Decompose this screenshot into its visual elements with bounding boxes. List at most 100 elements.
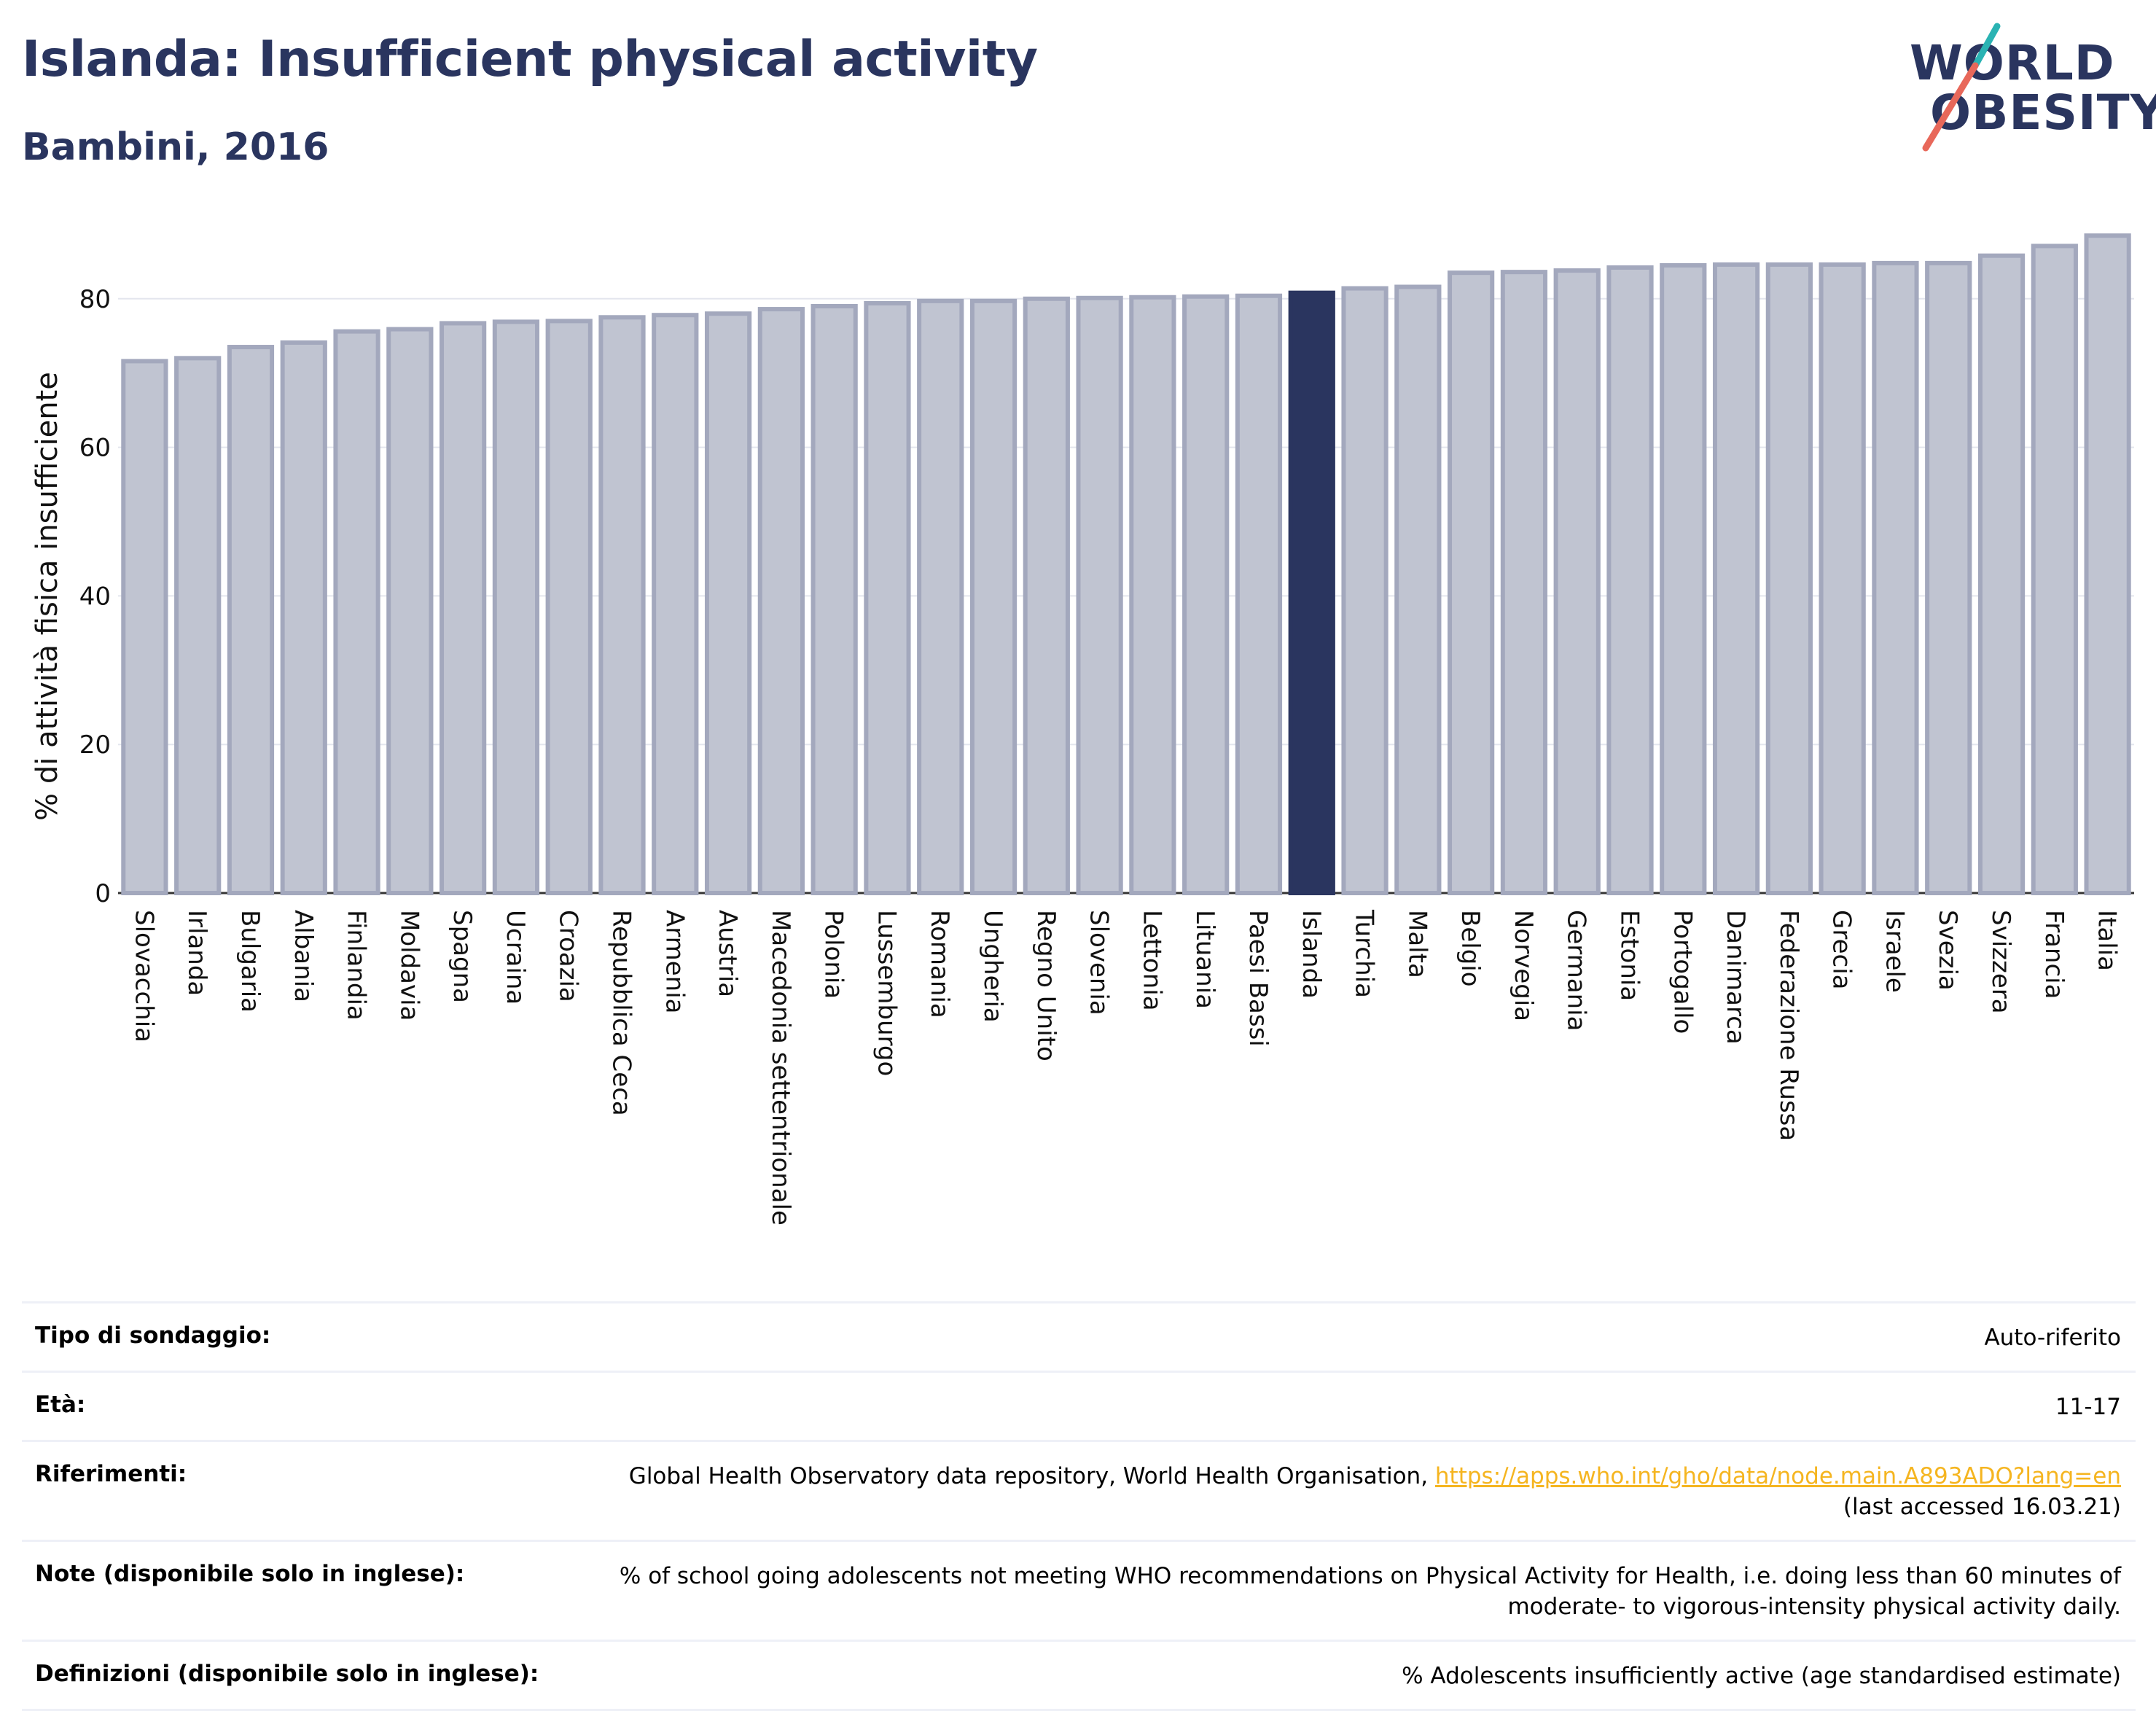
bar-federazione-russa (1765, 262, 1813, 895)
y-tick-label: 80 (79, 285, 111, 314)
info-value: 11-17 (2055, 1394, 2121, 1420)
info-label: Riferimenti: (35, 1461, 187, 1487)
x-category-label: Ungheria (978, 910, 1007, 1023)
x-category-label: Danimarca (1721, 910, 1750, 1045)
info-value: % of school going adolescents not meetin… (619, 1563, 2121, 1620)
world-obesity-logo: WORLD OBESITY (1895, 20, 2156, 159)
info-label: Note (disponibile solo in inglese): (35, 1561, 465, 1587)
bar-malta (1394, 284, 1442, 896)
x-category-label: Turchia (1350, 909, 1379, 998)
y-tick-label: 20 (79, 730, 111, 760)
bar-lussemburgo (864, 300, 911, 895)
x-category-label: Irlanda (182, 910, 211, 996)
x-category-label: Bulgaria (235, 910, 265, 1013)
info-table: Tipo di sondaggio: Auto-riferito Età: 11-17… (22, 1301, 2136, 1711)
bar-ucraina (492, 319, 540, 896)
bar-ungheria (969, 298, 1018, 895)
bar-irlanda (174, 356, 222, 895)
bar-albania (280, 340, 327, 895)
x-category-label: Ucraina (501, 910, 530, 1005)
x-category-label: Norvegia (1509, 910, 1538, 1021)
info-label: Età: (35, 1392, 86, 1418)
x-category-label: Portogallo (1668, 910, 1697, 1034)
logo-slash-icon (1922, 23, 2001, 152)
bar-armenia (652, 313, 699, 895)
x-category-label: Grecia (1827, 910, 1856, 989)
bar-belgio (1448, 270, 1495, 895)
x-category-label: Belgio (1456, 910, 1485, 987)
x-category-label: Slovacchia (129, 910, 158, 1042)
bar-svizzera (1977, 253, 2026, 895)
bar-islanda (1288, 290, 1335, 895)
bar-norvegia (1500, 270, 1548, 895)
x-category-label: Svezia (1933, 910, 1962, 991)
x-category-label: Estonia (1615, 910, 1644, 1001)
bar-italia (2084, 233, 2131, 895)
x-category-label: Italia (2093, 910, 2122, 971)
y-tick-label: 0 (95, 879, 111, 908)
bar-germania (1553, 268, 1601, 895)
bar-lituania (1182, 294, 1230, 896)
x-category-label: Albania (289, 910, 318, 1002)
info-value: Auto-riferito (1984, 1325, 2121, 1351)
bar-francia (2031, 243, 2078, 895)
x-category-label: Austria (713, 910, 742, 997)
x-category-label: Lettonia (1137, 910, 1166, 1011)
info-row: Tipo di sondaggio: Auto-riferito (22, 1301, 2136, 1371)
x-category-label: Islanda (1297, 910, 1326, 999)
bar-estonia (1606, 265, 1654, 895)
bar-polonia (811, 303, 858, 895)
x-category-label: Armenia (660, 910, 689, 1014)
x-category-label: Moldavia (394, 910, 423, 1021)
y-tick-label: 60 (79, 434, 111, 463)
logo-line-2: OBESITY (1930, 85, 2156, 141)
bar-finlandia (333, 329, 380, 895)
info-label: Definizioni (disponibile solo in inglese… (35, 1661, 539, 1687)
x-category-label: Lituania (1190, 910, 1219, 1009)
info-value: Global Health Observatory data repositor… (628, 1463, 2121, 1520)
bar-paesi-bassi (1235, 293, 1283, 895)
bar-lettonia (1129, 295, 1176, 895)
info-row: Note (disponibile solo in inglese): % of … (22, 1540, 2136, 1640)
x-category-label: Macedonia settentrionale (766, 910, 795, 1225)
reference-link[interactable]: https://apps.who.int/gho/data/node.main.… (1434, 1463, 2121, 1489)
bar-moldavia (386, 327, 434, 896)
bar-croazia (545, 319, 593, 895)
x-category-label: Slovenia (1085, 910, 1114, 1016)
bar-austria (704, 311, 752, 895)
x-category-label: Spagna (448, 910, 477, 1003)
x-category-label: Romania (925, 910, 954, 1018)
logo-line-1: WORLD (1910, 35, 2115, 91)
info-label: Tipo di sondaggio: (35, 1322, 271, 1349)
info-row: Età: 11-17 (22, 1371, 2136, 1440)
x-category-label: Paesi Bassi (1243, 910, 1273, 1047)
chart-title: Islanda: Insufficient physical activity (22, 31, 1038, 88)
x-category-label: Polonia (819, 910, 848, 999)
x-category-label: Svizzera (1986, 910, 2015, 1014)
bar-macedonia-settentrionale (757, 307, 805, 896)
bar-regno-unito (1023, 296, 1070, 895)
x-category-label: Germania (1562, 910, 1591, 1031)
x-category-label: Repubblica Ceca (607, 910, 636, 1116)
x-category-label: Finlandia (342, 910, 371, 1021)
chart-subtitle: Bambini, 2016 (22, 125, 329, 169)
info-row: Riferimenti: Global Health Observatory da… (22, 1440, 2136, 1540)
x-category-label: Francia (2039, 910, 2069, 999)
bar-repubblica-ceca (598, 315, 646, 895)
bar-portogallo (1660, 262, 1707, 895)
bar-spagna (440, 321, 487, 895)
y-tick-label: 40 (79, 582, 111, 611)
x-category-label: Lussemburgo (872, 910, 901, 1076)
bar-chart: 0 20 40 60 80 Slovacchia Irlanda Bulgaria Alban… (31, 233, 2134, 1225)
y-axis-label: % di attività fisica insufficiente (31, 372, 64, 821)
x-category-label: Israele (1880, 910, 1909, 993)
bar-slovenia (1076, 295, 1123, 895)
info-value: % Adolescents insufficiently active (age… (1402, 1663, 2121, 1689)
bar-grecia (1819, 262, 1866, 895)
bar-bulgaria (227, 345, 275, 896)
bar-romania (917, 298, 964, 895)
info-row: Definizioni (disponibile solo in inglese… (22, 1640, 2136, 1711)
bar-turchia (1341, 286, 1388, 895)
bar-israele (1872, 260, 1919, 895)
x-category-label: Federazione Russa (1774, 910, 1803, 1141)
